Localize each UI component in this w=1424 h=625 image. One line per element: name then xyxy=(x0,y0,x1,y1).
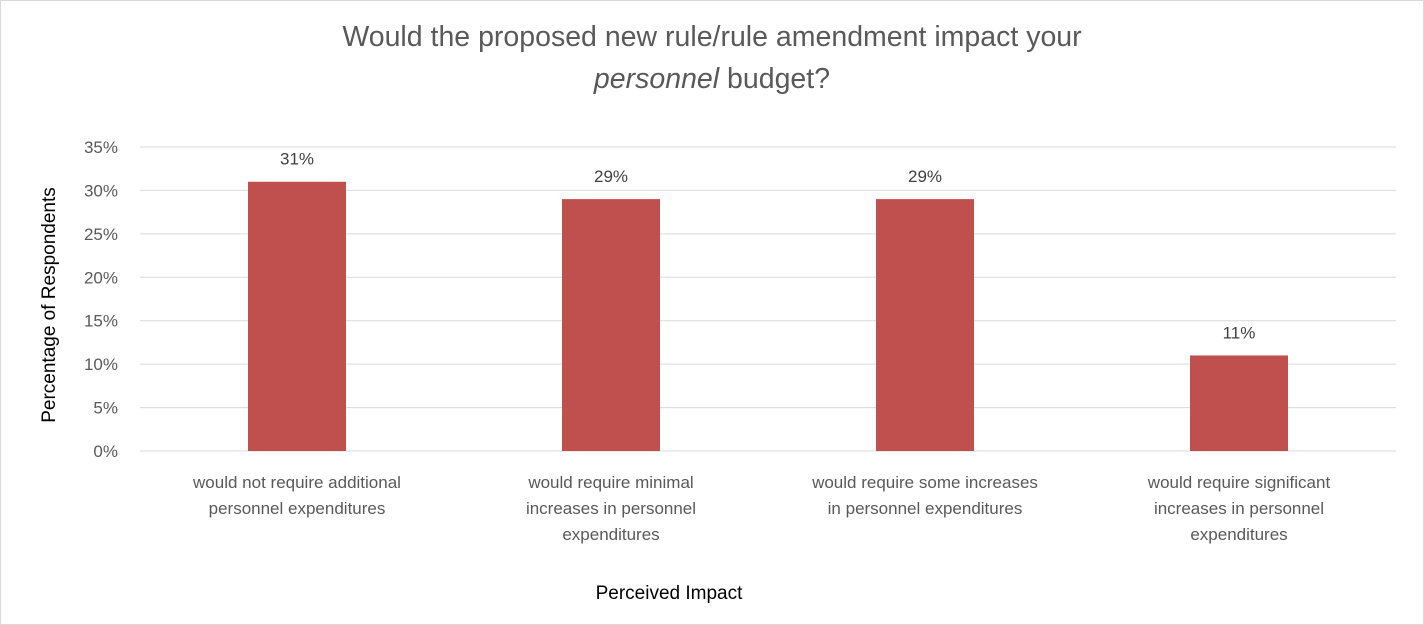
category-label-line: personnel expenditures xyxy=(209,499,386,518)
category-label: would require minimal increases in person… xyxy=(526,473,696,544)
category-label: would require some increases in personnel… xyxy=(811,473,1038,518)
x-axis-title: Perceived Impact xyxy=(596,583,744,604)
chart-title-line-2: personnel budget? xyxy=(0,58,1424,100)
bar xyxy=(876,199,974,451)
data-label: 29% xyxy=(594,167,628,186)
bar xyxy=(562,199,660,451)
y-tick-label: 35% xyxy=(84,138,118,157)
category-label-line: increases in personnel xyxy=(526,499,696,518)
bar xyxy=(1190,355,1288,451)
chart-title-emphasis: personnel xyxy=(593,63,720,95)
y-tick-label: 10% xyxy=(84,355,118,374)
category-label-line: expenditures xyxy=(1190,525,1287,544)
y-tick-label: 20% xyxy=(84,268,118,287)
category-label-line: expenditures xyxy=(562,525,659,544)
category-labels: would not require additional personnel ex… xyxy=(192,473,1330,544)
y-tick-label: 15% xyxy=(84,312,118,331)
data-label: 11% xyxy=(1223,323,1256,342)
category-label-line: would require some increases xyxy=(811,473,1038,492)
category-label-line: would require minimal xyxy=(527,473,693,492)
category-label-line: increases in personnel xyxy=(1154,499,1324,518)
data-labels: 31% 29% 29% 11% xyxy=(280,150,1255,343)
bars xyxy=(248,181,1288,451)
data-label: 31% xyxy=(280,150,314,169)
y-axis-title: Percentage of Respondents xyxy=(39,187,60,423)
category-label-line: would not require additional xyxy=(192,473,401,492)
category-label-line: would require significant xyxy=(1147,473,1331,492)
category-label-line: in personnel expenditures xyxy=(828,499,1023,518)
y-tick-label: 30% xyxy=(84,181,118,200)
category-label: would not require additional personnel ex… xyxy=(192,473,401,518)
y-tick-label: 25% xyxy=(84,225,118,244)
category-label: would require significant increases in pe… xyxy=(1147,473,1331,544)
y-tick-label: 5% xyxy=(93,399,118,418)
bar xyxy=(248,181,346,451)
chart-title: Would the proposed new rule/rule amendme… xyxy=(0,16,1424,100)
chart-title-line-1: Would the proposed new rule/rule amendme… xyxy=(342,21,1082,53)
gridlines xyxy=(140,146,1396,452)
chart-title-rest: budget? xyxy=(719,63,831,95)
data-label: 29% xyxy=(908,167,942,186)
y-axis-ticks: 0% 5% 10% 15% 20% 25% 30% 35% xyxy=(84,138,118,461)
y-tick-label: 0% xyxy=(93,442,118,461)
